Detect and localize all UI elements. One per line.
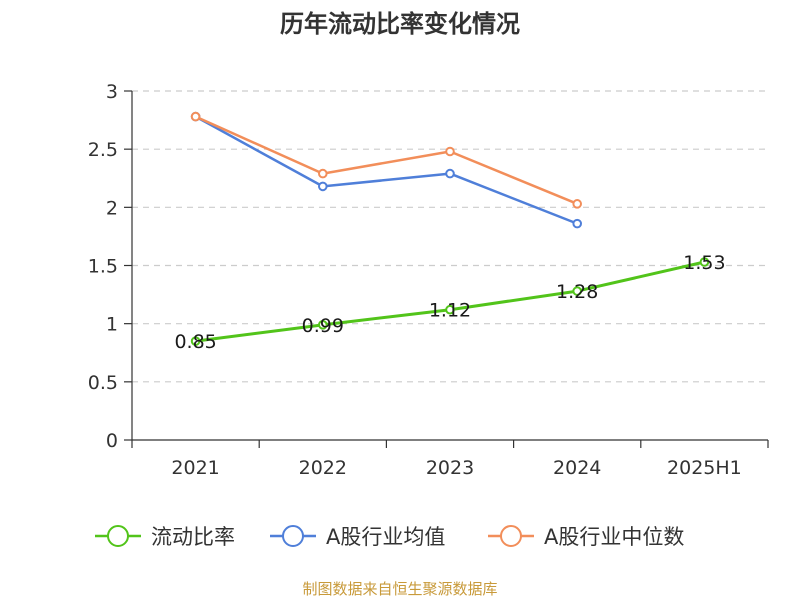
data-point [318, 181, 328, 192]
data-point [318, 168, 328, 179]
legend-marker [107, 525, 129, 547]
data-label: 1.28 [556, 281, 598, 303]
data-point [445, 168, 455, 179]
series-line-1 [194, 115, 578, 225]
y-tick-label: 3 [106, 81, 118, 103]
data-label: 0.99 [302, 315, 344, 337]
data-label: 0.85 [174, 331, 216, 353]
data-point [318, 320, 328, 330]
x-tick-label: 2024 [553, 457, 601, 479]
series-layer [190, 111, 710, 346]
data-point [445, 304, 455, 315]
legend-marker [500, 525, 522, 547]
data-point [572, 199, 583, 209]
data-point [699, 257, 710, 267]
legend: 流动比率 A股行业均值 A股行业中位数 [95, 525, 684, 549]
series-line-2 [195, 115, 578, 205]
y-tick-label: 0.5 [88, 372, 118, 394]
legend-marker [282, 525, 304, 547]
chart-title: 历年流动比率变化情况 [280, 10, 520, 38]
y-tick-label: 2.5 [88, 139, 118, 161]
x-tick-label: 2021 [171, 457, 219, 479]
legend-label: A股行业中位数 [544, 525, 684, 549]
grid-lines [132, 90, 768, 383]
data-point [190, 336, 201, 346]
data-point [445, 146, 455, 157]
y-tick-label: 0 [106, 430, 118, 452]
x-tick-label: 2022 [299, 457, 347, 479]
data-label: 1.53 [683, 252, 725, 274]
data-point [190, 111, 201, 122]
data-label: 1.12 [429, 300, 471, 322]
x-tick-label: 2023 [426, 457, 474, 479]
x-tick-label: 2025H1 [667, 457, 742, 479]
data-point [572, 218, 583, 229]
y-tick-label: 2 [106, 197, 118, 219]
data-labels: 0.85 0.99 1.12 1.28 1.53 [174, 252, 725, 353]
legend-label: 流动比率 [151, 525, 235, 549]
source-note: 制图数据来自恒生聚源数据库 [302, 580, 498, 598]
data-point [572, 286, 583, 296]
legend-label: A股行业均值 [326, 525, 445, 549]
y-tick-label: 1 [106, 314, 118, 336]
y-tick-label: 1.5 [88, 256, 118, 278]
axes: 0 0.5 1 1.5 2 2.5 3 2021 2022 2023 2024 2025H1 [88, 81, 769, 479]
